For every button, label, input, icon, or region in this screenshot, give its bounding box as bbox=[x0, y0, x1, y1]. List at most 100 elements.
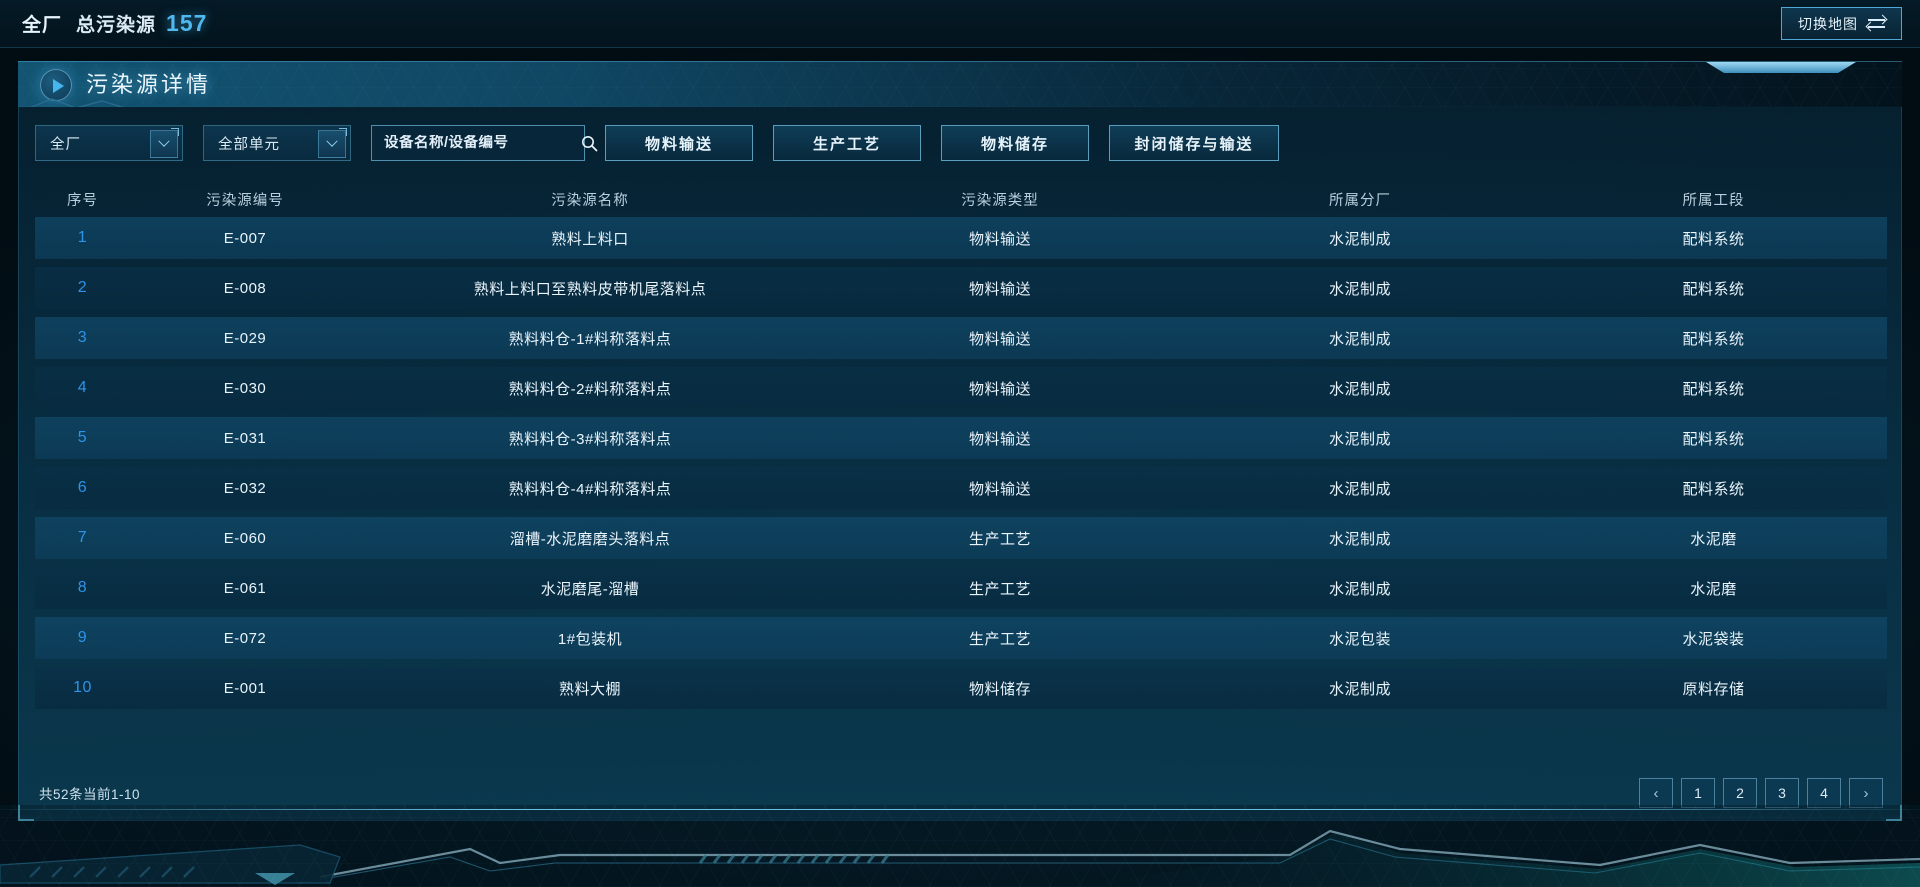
cell-code: E-072 bbox=[223, 629, 267, 647]
pagination-page-1[interactable]: 1 bbox=[1681, 778, 1715, 808]
cell-index: 2 bbox=[77, 279, 88, 296]
cell-plant: 水泥制成 bbox=[1328, 530, 1391, 548]
cell-index: 10 bbox=[73, 679, 92, 696]
cell-name: 1#包装机 bbox=[557, 630, 623, 648]
column-header-type: 污染源类型 bbox=[961, 192, 1039, 209]
table-row[interactable]: 6 E-032 熟料料仓-4#料称落料点 物料输送 水泥制成 配料系统 bbox=[35, 467, 1887, 509]
search-input[interactable] bbox=[372, 135, 581, 151]
category-button-enclosed-storage-transport[interactable]: 封闭储存与输送 bbox=[1109, 125, 1279, 161]
top-bar: 全厂 总污染源 157 切换地图 bbox=[0, 0, 1920, 48]
cell-section: 配料系统 bbox=[1682, 330, 1745, 348]
column-header-code: 污染源编号 bbox=[206, 192, 284, 209]
total-sources-label: 总污染源 bbox=[76, 15, 157, 36]
header-chevron-decor bbox=[29, 98, 124, 107]
cell-type: 物料储存 bbox=[968, 680, 1031, 698]
cell-code: E-008 bbox=[223, 279, 267, 297]
cell-type: 生产工艺 bbox=[968, 580, 1031, 598]
cell-plant: 水泥制成 bbox=[1328, 680, 1391, 698]
table-row[interactable]: 5 E-031 熟料料仓-3#料称落料点 物料输送 水泥制成 配料系统 bbox=[35, 417, 1887, 459]
switch-map-label: 切换地图 bbox=[1798, 15, 1858, 32]
unit-select[interactable]: 全部单元 bbox=[203, 125, 351, 161]
cell-index: 9 bbox=[77, 629, 88, 646]
cell-index: 4 bbox=[77, 379, 88, 396]
table-row[interactable]: 7 E-060 溜槽-水泥磨磨头落料点 生产工艺 水泥制成 水泥磨 bbox=[35, 517, 1887, 559]
search-icon[interactable] bbox=[581, 135, 598, 152]
cell-section: 水泥袋装 bbox=[1682, 630, 1745, 648]
corner-decor-bottom-right bbox=[1886, 805, 1902, 821]
table-row[interactable]: 1 E-007 熟料上料口 物料输送 水泥制成 配料系统 bbox=[35, 217, 1887, 259]
pollution-source-panel: 污染源详情 全厂 全部单元 bbox=[18, 61, 1902, 821]
table-row[interactable]: 3 E-029 熟料料仓-1#料称落料点 物料输送 水泥制成 配料系统 bbox=[35, 317, 1887, 359]
pagination-next-button[interactable]: › bbox=[1849, 778, 1883, 808]
cell-name: 水泥磨尾-溜槽 bbox=[540, 580, 640, 598]
panel-body: 全厂 全部单元 物料输送 生产 bbox=[18, 107, 1902, 821]
cell-type: 物料输送 bbox=[968, 230, 1031, 248]
table-footer: 共52条当前1-10 ‹ 1 2 3 4 › bbox=[19, 766, 1903, 820]
cell-plant: 水泥制成 bbox=[1328, 580, 1391, 598]
cell-name: 熟料料仓-4#料称落料点 bbox=[508, 480, 672, 498]
cell-code: E-007 bbox=[223, 229, 267, 247]
cell-name: 熟料料仓-3#料称落料点 bbox=[508, 430, 672, 448]
top-bar-summary: 全厂 总污染源 157 bbox=[22, 10, 207, 37]
cell-plant: 水泥制成 bbox=[1328, 230, 1391, 248]
cell-type: 物料输送 bbox=[968, 280, 1031, 298]
cell-name: 熟料料仓-1#料称落料点 bbox=[508, 330, 672, 348]
cell-index: 1 bbox=[77, 229, 88, 246]
cell-section: 配料系统 bbox=[1682, 430, 1745, 448]
cell-type: 生产工艺 bbox=[968, 530, 1031, 548]
header-notch-decor bbox=[1706, 62, 1856, 73]
pagination-page-2[interactable]: 2 bbox=[1723, 778, 1757, 808]
hud-hex-pattern bbox=[0, 805, 1920, 887]
column-header-name: 污染源名称 bbox=[551, 192, 629, 209]
category-button-material-storage[interactable]: 物料储存 bbox=[941, 125, 1089, 161]
cell-plant: 水泥包装 bbox=[1328, 630, 1391, 648]
corner-decor-bottom-left bbox=[18, 805, 34, 821]
cell-name: 熟料大棚 bbox=[558, 680, 621, 698]
table-row[interactable]: 8 E-061 水泥磨尾-溜槽 生产工艺 水泥制成 水泥磨 bbox=[35, 567, 1887, 609]
cell-type: 生产工艺 bbox=[968, 630, 1031, 648]
unit-select-value: 全部单元 bbox=[218, 136, 280, 153]
search-box[interactable] bbox=[371, 125, 598, 161]
table-body: 1 E-007 熟料上料口 物料输送 水泥制成 配料系统 2 E-008 熟料上料口至熟料皮带机… bbox=[35, 217, 1887, 709]
hud-top-line bbox=[0, 809, 1920, 810]
page-title: 污染源详情 bbox=[86, 72, 212, 97]
table-header-row: 序号 污染源编号 污染源名称 污染源类型 所属分厂 所属工段 bbox=[35, 181, 1887, 217]
table-row[interactable]: 2 E-008 熟料上料口至熟料皮带机尾落料点 物料输送 水泥制成 配料系统 bbox=[35, 267, 1887, 309]
cell-code: E-031 bbox=[223, 429, 267, 447]
table-row[interactable]: 9 E-072 1#包装机 生产工艺 水泥包装 水泥袋装 bbox=[35, 617, 1887, 659]
pagination-page-4[interactable]: 4 bbox=[1807, 778, 1841, 808]
cell-index: 7 bbox=[77, 529, 88, 546]
cell-plant: 水泥制成 bbox=[1328, 380, 1391, 398]
record-total-text: 共52条当前1-10 bbox=[39, 787, 141, 802]
cell-index: 3 bbox=[77, 329, 88, 346]
cell-name: 熟料料仓-2#料称落料点 bbox=[508, 380, 672, 398]
pagination: ‹ 1 2 3 4 › bbox=[1639, 778, 1883, 808]
pagination-prev-button[interactable]: ‹ bbox=[1639, 778, 1673, 808]
chevron-down-icon[interactable] bbox=[150, 130, 178, 158]
category-button-production-process[interactable]: 生产工艺 bbox=[773, 125, 921, 161]
hud-waveform-graphic bbox=[0, 829, 1920, 887]
cell-code: E-001 bbox=[223, 679, 267, 697]
cell-code: E-030 bbox=[223, 379, 267, 397]
pollution-source-table: 序号 污染源编号 污染源名称 污染源类型 所属分厂 所属工段 1 E-007 熟料上… bbox=[35, 181, 1887, 717]
switch-map-button[interactable]: 切换地图 bbox=[1781, 7, 1902, 40]
cell-code: E-061 bbox=[223, 579, 267, 597]
table-row[interactable]: 4 E-030 熟料料仓-2#料称落料点 物料输送 水泥制成 配料系统 bbox=[35, 367, 1887, 409]
bottom-hud-decor bbox=[0, 805, 1920, 887]
cell-type: 物料输送 bbox=[968, 380, 1031, 398]
cell-type: 物料输送 bbox=[968, 480, 1031, 498]
cell-section: 配料系统 bbox=[1682, 380, 1745, 398]
category-button-material-transport[interactable]: 物料输送 bbox=[605, 125, 753, 161]
cell-name: 熟料上料口至熟料皮带机尾落料点 bbox=[473, 280, 707, 298]
cell-section: 水泥磨 bbox=[1690, 580, 1737, 598]
plant-select[interactable]: 全厂 bbox=[35, 125, 183, 161]
hex-pattern-decor bbox=[18, 62, 1902, 107]
pagination-page-3[interactable]: 3 bbox=[1765, 778, 1799, 808]
chevron-down-icon[interactable] bbox=[318, 130, 346, 158]
cell-plant: 水泥制成 bbox=[1328, 430, 1391, 448]
cell-code: E-029 bbox=[223, 329, 267, 347]
table-row[interactable]: 10 E-001 熟料大棚 物料储存 水泥制成 原料存储 bbox=[35, 667, 1887, 709]
cell-plant: 水泥制成 bbox=[1328, 330, 1391, 348]
cell-section: 配料系统 bbox=[1682, 230, 1745, 248]
cell-name: 溜槽-水泥磨磨头落料点 bbox=[509, 530, 671, 548]
